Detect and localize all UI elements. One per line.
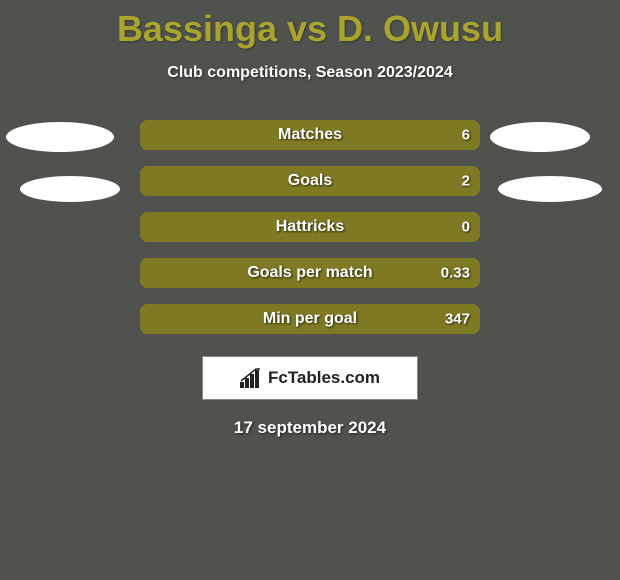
branding-text: FcTables.com bbox=[268, 368, 380, 388]
decorative-ellipse bbox=[6, 122, 114, 152]
stats-container: Matches 6 Goals 2 Hattricks 0 Goals per … bbox=[0, 120, 620, 334]
stat-value: 0.33 bbox=[441, 265, 470, 282]
stat-label: Goals bbox=[140, 172, 480, 190]
decorative-ellipse bbox=[498, 176, 602, 202]
comparison-infographic: Bassinga vs D. Owusu Club competitions, … bbox=[0, 0, 620, 580]
stat-row-matches: Matches 6 bbox=[140, 120, 480, 150]
stat-label: Min per goal bbox=[140, 310, 480, 328]
page-subtitle: Club competitions, Season 2023/2024 bbox=[0, 64, 620, 82]
stat-value: 2 bbox=[462, 173, 470, 190]
stat-label: Goals per match bbox=[140, 264, 480, 282]
stat-row-goals: Goals 2 bbox=[140, 166, 480, 196]
stat-label: Matches bbox=[140, 126, 480, 144]
page-title: Bassinga vs D. Owusu bbox=[0, 0, 620, 50]
stat-row-min-per-goal: Min per goal 347 bbox=[140, 304, 480, 334]
stat-value: 347 bbox=[445, 311, 470, 328]
branding-panel: FcTables.com bbox=[202, 356, 418, 400]
decorative-ellipse bbox=[20, 176, 120, 202]
decorative-ellipse bbox=[490, 122, 590, 152]
stat-row-goals-per-match: Goals per match 0.33 bbox=[140, 258, 480, 288]
stat-value: 0 bbox=[462, 219, 470, 236]
date-text: 17 september 2024 bbox=[0, 418, 620, 438]
stat-row-hattricks: Hattricks 0 bbox=[140, 212, 480, 242]
bar-chart-icon bbox=[240, 368, 262, 388]
stat-value: 6 bbox=[462, 127, 470, 144]
stat-label: Hattricks bbox=[140, 218, 480, 236]
